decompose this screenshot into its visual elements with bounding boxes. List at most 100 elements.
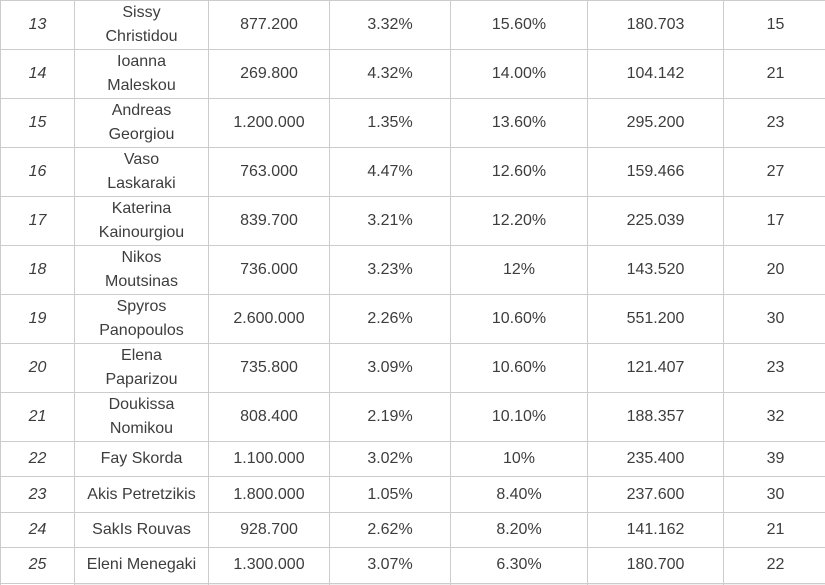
col7-cell: 32: [723, 392, 825, 442]
col6-cell: 159.466: [587, 147, 724, 197]
table-row: 14 Ioanna Maleskou 269.800 4.32% 14.00% 104.1…: [0, 49, 825, 99]
table-row: 24 SakIs Rouvas 928.700 2.62% 8.20% 141.162 21: [0, 511, 825, 549]
col6-cell: 121.407: [587, 343, 724, 393]
col7-cell: 15: [723, 0, 825, 50]
col6-cell: 188.357: [587, 392, 724, 442]
col5-cell: 6.30%: [450, 547, 588, 584]
col4-cell: 1.35%: [329, 98, 451, 148]
rank-cell: 18: [0, 245, 75, 295]
rank-cell: 22: [0, 440, 75, 478]
col7-cell: 17: [723, 196, 825, 246]
col7-cell: 21: [723, 49, 825, 99]
col6-cell: 180.703: [587, 0, 724, 50]
col3-cell: 269.800: [208, 49, 330, 99]
name-cell: Elena Paparizou: [74, 343, 209, 393]
name-cell: Sissy Christidou: [74, 0, 209, 50]
rank-cell: 15: [0, 98, 75, 148]
col7-cell: 23: [723, 98, 825, 148]
col5-cell: 12.20%: [450, 196, 588, 246]
rank-cell: 14: [0, 49, 75, 99]
col3-cell: 928.700: [208, 511, 330, 549]
col6-cell: 237.600: [587, 476, 724, 513]
col3-cell: 808.400: [208, 392, 330, 442]
name-cell: Fay Skorda: [74, 440, 209, 478]
col3-cell: 1.300.000: [208, 547, 330, 584]
col4-cell: 3.23%: [329, 245, 451, 295]
name-cell: Andreas Georgiou: [74, 98, 209, 148]
rank-cell: 17: [0, 196, 75, 246]
col5-cell: 8.40%: [450, 476, 588, 513]
col3-cell: 736.000: [208, 245, 330, 295]
col5-cell: 8.20%: [450, 511, 588, 549]
col4-cell: 1.05%: [329, 476, 451, 513]
col3-cell: 763.000: [208, 147, 330, 197]
col3-cell: 1.200.000: [208, 98, 330, 148]
col5-cell: 12.60%: [450, 147, 588, 197]
name-cell: Akis Petretzikis: [74, 476, 209, 513]
col4-cell: 4.47%: [329, 147, 451, 197]
rank-cell: 24: [0, 511, 75, 549]
col4-cell: 3.09%: [329, 343, 451, 393]
name-cell: Eleni Menegaki: [74, 547, 209, 584]
table-row: 25 Eleni Menegaki 1.300.000 3.07% 6.30% 180.7…: [0, 547, 825, 584]
col6-cell: 225.039: [587, 196, 724, 246]
col3-cell: 839.700: [208, 196, 330, 246]
col5-cell: 10.60%: [450, 294, 588, 344]
col3-cell: 1.800.000: [208, 476, 330, 513]
col5-cell: 13.60%: [450, 98, 588, 148]
table-row: 20 Elena Paparizou 735.800 3.09% 10.60% 121.4…: [0, 343, 825, 393]
table-row: 15 Andreas Georgiou 1.200.000 1.35% 13.60% 29…: [0, 98, 825, 148]
col4-cell: 2.26%: [329, 294, 451, 344]
col5-cell: 10.60%: [450, 343, 588, 393]
col6-cell: 143.520: [587, 245, 724, 295]
name-cell: Nikos Moutsinas: [74, 245, 209, 295]
col4-cell: 3.32%: [329, 0, 451, 50]
col4-cell: 2.19%: [329, 392, 451, 442]
table-row: 13 Sissy Christidou 877.200 3.32% 15.60% 180.…: [0, 0, 825, 50]
col4-cell: 2.62%: [329, 511, 451, 549]
rank-cell: 21: [0, 392, 75, 442]
table-row: 18 Nikos Moutsinas 736.000 3.23% 12% 143.520 2…: [0, 245, 825, 295]
table-row: 16 Vaso Laskaraki 763.000 4.47% 12.60% 159.46…: [0, 147, 825, 197]
table-row: 19 Spyros Panopoulos 2.600.000 2.26% 10.60% 5…: [0, 294, 825, 344]
name-cell: SakIs Rouvas: [74, 511, 209, 549]
col4-cell: 4.32%: [329, 49, 451, 99]
partial-cell: [723, 582, 825, 585]
table-row: 17 Katerina Kainourgiou 839.700 3.21% 12.20%…: [0, 196, 825, 246]
col6-cell: 141.162: [587, 511, 724, 549]
col7-cell: 23: [723, 343, 825, 393]
col7-cell: 21: [723, 511, 825, 549]
col7-cell: 39: [723, 440, 825, 478]
col5-cell: 10%: [450, 440, 588, 478]
table-row: 23 Akis Petretzikis 1.800.000 1.05% 8.40% 237…: [0, 476, 825, 513]
col7-cell: 30: [723, 476, 825, 513]
col6-cell: 235.400: [587, 440, 724, 478]
partial-next-row: [0, 582, 825, 585]
col6-cell: 551.200: [587, 294, 724, 344]
name-cell: Spyros Panopoulos: [74, 294, 209, 344]
col4-cell: 3.21%: [329, 196, 451, 246]
col3-cell: 2.600.000: [208, 294, 330, 344]
table-row: 21 Doukissa Nomikou 808.400 2.19% 10.10% 188.…: [0, 392, 825, 442]
table-row: 22 Fay Skorda 1.100.000 3.02% 10% 235.400 39: [0, 440, 825, 478]
col7-cell: 22: [723, 547, 825, 584]
col4-cell: 3.07%: [329, 547, 451, 584]
rank-cell: 19: [0, 294, 75, 344]
col6-cell: 180.700: [587, 547, 724, 584]
col5-cell: 12%: [450, 245, 588, 295]
col4-cell: 3.02%: [329, 440, 451, 478]
name-cell: Doukissa Nomikou: [74, 392, 209, 442]
col7-cell: 27: [723, 147, 825, 197]
rank-cell: 20: [0, 343, 75, 393]
name-cell: Vaso Laskaraki: [74, 147, 209, 197]
col5-cell: 15.60%: [450, 0, 588, 50]
col5-cell: 10.10%: [450, 392, 588, 442]
name-cell: Ioanna Maleskou: [74, 49, 209, 99]
col7-cell: 20: [723, 245, 825, 295]
rank-cell: 16: [0, 147, 75, 197]
col3-cell: 877.200: [208, 0, 330, 50]
col3-cell: 735.800: [208, 343, 330, 393]
